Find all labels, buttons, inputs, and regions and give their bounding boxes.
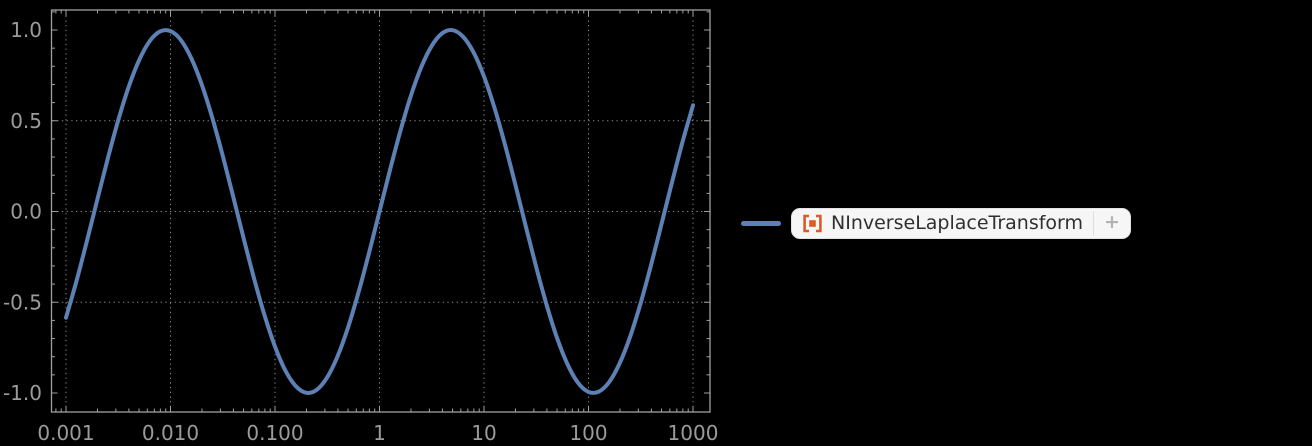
y-tick-label: 0.0 [10, 200, 42, 224]
x-tick-label: 0.001 [37, 421, 94, 445]
axis-ticks [51, 10, 710, 412]
x-tick-label: 0.100 [246, 421, 303, 445]
x-tick-label: 1 [373, 421, 386, 445]
y-axis-tick-labels: 1.0 0.5 0.0 -0.5 -1.0 [3, 18, 42, 405]
legend-line-swatch [741, 221, 781, 226]
legend-label: NInverseLaplaceTransform [831, 211, 1084, 234]
x-tick-label: 0.010 [142, 421, 199, 445]
resource-function-icon [803, 214, 822, 233]
x-tick-label: 1000 [668, 421, 719, 445]
x-tick-label: 100 [569, 421, 607, 445]
x-axis-tick-labels: 0.001 0.010 0.100 1 10 100 1000 [37, 421, 718, 445]
y-tick-label: 1.0 [10, 18, 42, 42]
series-curve [64, 28, 695, 395]
y-tick-label: 0.5 [10, 109, 42, 133]
x-tick-label: 10 [471, 421, 496, 445]
log-linear-plot: 0.001 0.010 0.100 1 10 100 1000 1.0 0.5 0.0 -0.5 -1… [3, 9, 718, 445]
resource-function-chip[interactable]: NInverseLaplaceTransform + [791, 208, 1131, 239]
y-tick-label: -1.0 [3, 381, 42, 405]
y-tick-label: -0.5 [3, 290, 42, 314]
expand-plus-button[interactable]: + [1104, 211, 1120, 233]
chip-divider [1093, 211, 1095, 236]
plot-legend: NInverseLaplaceTransform + [741, 208, 1131, 239]
